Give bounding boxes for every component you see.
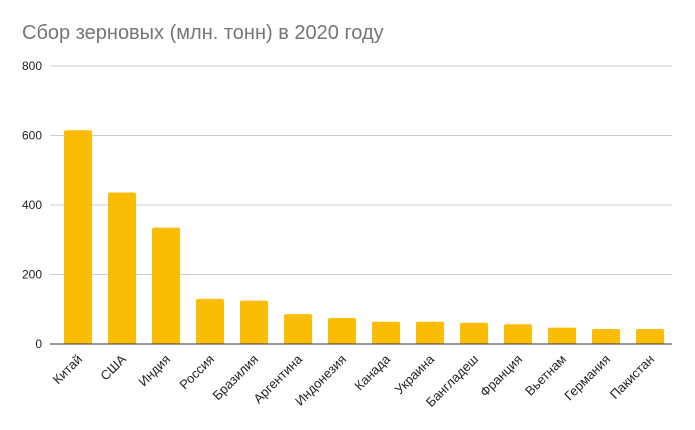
bar: [152, 227, 180, 344]
bar: [592, 329, 620, 344]
bar: [108, 192, 136, 344]
grid-layer: [50, 65, 672, 275]
bar: [372, 321, 400, 344]
chart-title: Сбор зерновых (млн. тонн) в 2020 году: [22, 22, 384, 44]
x-tick-labels: Китай США Индия РоссияБразилияАргентинаИндо…: [50, 351, 657, 410]
y-tick-labels: 0 200 400 600 800: [22, 59, 42, 351]
y-tick-label: 600: [22, 129, 42, 143]
y-tick-label: 400: [22, 198, 42, 212]
x-tick-label: Пакистан: [607, 352, 657, 402]
x-tick-label: Франция: [477, 352, 525, 400]
x-tick-label: Россия: [176, 352, 217, 393]
x-tick-label: Индия: [135, 352, 173, 390]
bar: [328, 317, 356, 344]
y-tick-label: 800: [22, 59, 42, 73]
y-tick-label: 200: [22, 268, 42, 282]
x-tick-label: Канада: [351, 351, 393, 393]
bar: [284, 314, 312, 344]
bar: [64, 130, 92, 344]
bar-layer: [64, 130, 664, 344]
bar: [548, 327, 576, 344]
bar: [240, 300, 268, 344]
bar: [416, 321, 444, 344]
bar: [636, 329, 664, 344]
bar: [196, 298, 224, 344]
y-tick-label: 0: [35, 337, 42, 351]
x-tick-label: Германия: [561, 352, 613, 404]
x-tick-label: Китай: [50, 352, 85, 387]
bar: [504, 324, 532, 344]
bar: [460, 322, 488, 344]
x-tick-label: США: [97, 351, 129, 383]
